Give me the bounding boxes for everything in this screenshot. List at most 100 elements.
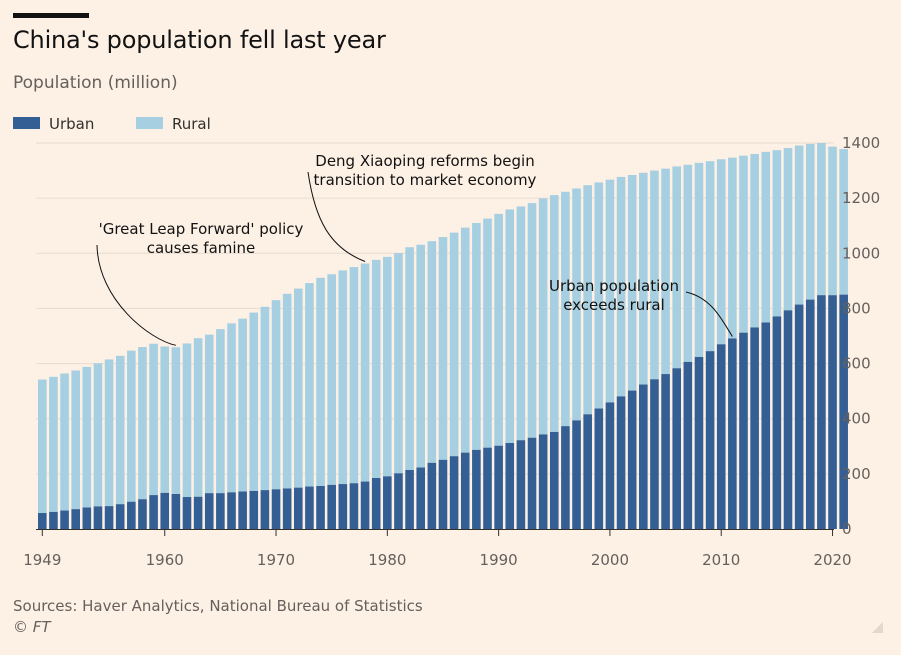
annotation-text: Urban population [549, 277, 679, 295]
bar-urban-1989 [483, 447, 492, 529]
bar-urban-1990 [494, 445, 503, 529]
bar-rural-2012 [739, 155, 748, 333]
bar-rural-1989 [483, 218, 492, 448]
bar-rural-1969 [260, 306, 270, 491]
bar-rural-2005 [661, 168, 670, 375]
bar-rural-1992 [516, 206, 526, 441]
bar-rural-2016 [783, 147, 793, 311]
bar-rural-1981 [394, 253, 403, 474]
annotation-leader-line [96, 244, 176, 346]
bar-rural-2002 [627, 174, 637, 391]
bar-rural-1968 [249, 312, 259, 491]
annotation-text: Deng Xiaoping reforms begin [315, 152, 534, 170]
bar-rural-2010 [716, 159, 726, 345]
x-tick-label: 2020 [813, 551, 851, 569]
bars [38, 143, 848, 529]
bar-rural-1955 [104, 359, 114, 507]
bar-rural-2020 [828, 146, 837, 296]
ft-top-rule [13, 13, 89, 18]
axes: 0 200 400 600 800 1000 1200 1400 1949 1960 1970 198… [23, 134, 880, 569]
chart-title: China's population fell last year [13, 26, 386, 54]
bar-rural-1954 [93, 363, 103, 507]
legend-label-rural: Rural [172, 115, 211, 133]
bar-rural-1978 [360, 263, 370, 482]
bar-rural-1965 [216, 329, 225, 494]
bar-urban-2016 [783, 310, 793, 529]
annotation-leader-line [685, 291, 733, 337]
bar-rural-1952 [71, 370, 80, 510]
bar-urban-1953 [82, 507, 92, 529]
x-tick-label: 1970 [257, 551, 295, 569]
bar-urban-2019 [817, 295, 826, 529]
bar-rural-1966 [227, 323, 236, 493]
bar-rural-1956 [115, 355, 125, 505]
bar-rural-2015 [772, 150, 782, 317]
bar-urban-1962 [182, 497, 192, 529]
bar-urban-1991 [505, 442, 515, 529]
bar-urban-1984 [427, 462, 437, 529]
bar-rural-2009 [705, 161, 715, 352]
bar-rural-1991 [505, 209, 515, 443]
bar-urban-1967 [238, 491, 247, 529]
y-tick-label: 600 [842, 355, 871, 373]
annotation-text: causes famine [147, 239, 256, 257]
bar-rural-1949 [38, 379, 47, 514]
bar-rural-1996 [561, 191, 570, 427]
bar-urban-1992 [516, 440, 526, 529]
bar-urban-1974 [316, 485, 325, 529]
bar-urban-2011 [728, 338, 737, 529]
bar-urban-1997 [572, 420, 581, 529]
bar-rural-1973 [305, 283, 314, 487]
bar-urban-2008 [694, 356, 704, 529]
bar-urban-2002 [627, 390, 637, 529]
bar-urban-1972 [293, 487, 303, 529]
bar-urban-1996 [561, 426, 570, 529]
bar-rural-1986 [449, 232, 459, 457]
x-tick-label: 2000 [591, 551, 629, 569]
bar-rural-2017 [794, 145, 804, 305]
bar-rural-2003 [639, 172, 648, 385]
bar-urban-2003 [639, 384, 648, 529]
bar-rural-1990 [494, 213, 503, 446]
bar-rural-1988 [472, 222, 481, 450]
bar-rural-1950 [49, 376, 58, 512]
legend-swatch-rural [136, 117, 163, 129]
x-tick-label: 1980 [368, 551, 406, 569]
bar-urban-1980 [383, 476, 392, 529]
bar-rural-1972 [293, 288, 303, 488]
bar-urban-1956 [115, 504, 125, 529]
bar-rural-1997 [572, 188, 581, 421]
bar-urban-2000 [605, 402, 615, 529]
y-tick-label: 1200 [842, 189, 880, 207]
bar-urban-1969 [260, 490, 270, 529]
bar-urban-1983 [416, 467, 426, 529]
bar-rural-1962 [182, 343, 192, 498]
bar-urban-1995 [549, 431, 559, 529]
bar-urban-1985 [438, 459, 448, 529]
bar-urban-1954 [93, 506, 103, 529]
bar-urban-2020 [828, 295, 837, 529]
annotation-text: transition to market economy [314, 171, 537, 189]
bar-urban-2014 [761, 322, 771, 529]
bar-rural-1951 [60, 373, 69, 511]
resize-handle-icon[interactable] [872, 622, 883, 633]
bar-urban-2010 [716, 344, 726, 529]
bar-urban-2006 [672, 368, 682, 529]
bar-rural-1964 [204, 334, 214, 494]
bar-urban-1987 [460, 452, 470, 529]
bar-rural-1971 [282, 293, 292, 489]
bar-urban-1963 [193, 496, 203, 529]
bar-rural-1998 [583, 185, 592, 415]
bar-rural-1957 [127, 350, 136, 502]
x-tick-label: 2010 [702, 551, 740, 569]
bar-urban-2018 [805, 299, 815, 529]
bar-urban-1957 [127, 501, 136, 529]
bar-urban-1970 [271, 489, 281, 529]
y-tick-label: 0 [842, 520, 852, 538]
bar-rural-1967 [238, 318, 247, 492]
bar-urban-1949 [38, 513, 47, 529]
bar-urban-1982 [405, 469, 414, 529]
bar-rural-1959 [149, 343, 158, 496]
bar-rural-2011 [728, 157, 737, 339]
